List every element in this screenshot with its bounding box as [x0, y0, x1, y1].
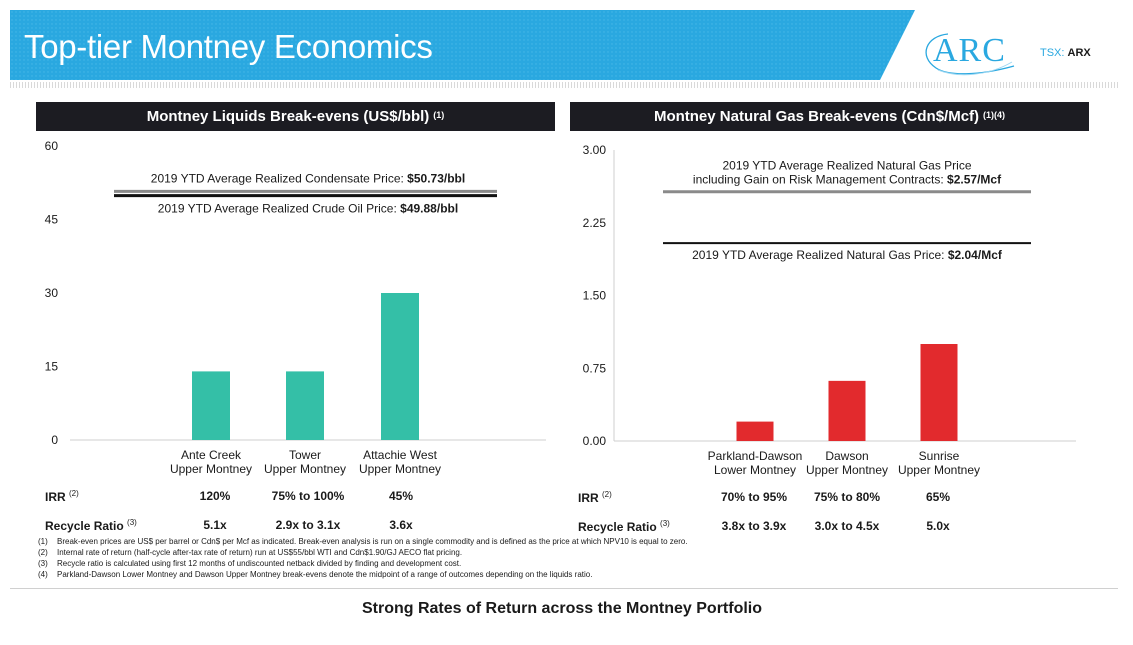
- liquids-irr-label: IRR (2): [45, 489, 79, 504]
- reference-line-label: 2019 YTD Average Realized Crude Oil Pric…: [158, 202, 458, 216]
- gas-recycle-dawson: 3.0x to 4.5x: [814, 519, 880, 533]
- category-label: Ante Creek: [181, 448, 242, 462]
- bar: [286, 371, 324, 440]
- page-title: Top-tier Montney Economics: [24, 28, 433, 65]
- liquids-recycle-tower: 2.9x to 3.1x: [275, 518, 341, 532]
- gas-recycle-parkland-dawson: 3.8x to 3.9x: [721, 519, 787, 533]
- category-label: Parkland-Dawson: [708, 449, 803, 463]
- gas-chart-title: Montney Natural Gas Break-evens (Cdn$/Mc…: [653, 108, 980, 125]
- bar: [920, 344, 958, 441]
- reference-line-label: including Gain on Risk Management Contra…: [693, 173, 1002, 187]
- ticker-symbol: ARX: [1067, 47, 1091, 59]
- gas-irr-parkland-dawson: 70% to 95%: [720, 490, 788, 504]
- bar: [736, 421, 774, 441]
- category-label: Tower: [289, 448, 321, 462]
- footnote-3: (3) Recycle ratio is calculated using fir…: [38, 559, 462, 568]
- category-label: Attachie West: [363, 448, 437, 462]
- title-banner: Top-tier Montney Economics: [10, 10, 915, 80]
- gas-recycle-label: Recycle Ratio (3): [578, 519, 670, 534]
- gas-irr-dawson: 75% to 80%: [813, 490, 881, 504]
- y-tick-label: 0.00: [583, 434, 607, 448]
- gas-chart-header: Montney Natural Gas Break-evens (Cdn$/Mc…: [570, 102, 1089, 131]
- gas-chart-title-sup: (1)(4): [983, 109, 1006, 120]
- category-sublabel: Upper Montney: [806, 463, 888, 477]
- bar: [381, 293, 419, 440]
- liquids-irr-attachie-west: 45%: [388, 489, 414, 503]
- bar: [828, 380, 866, 441]
- liquids-recycle-label: Recycle Ratio (3): [45, 518, 137, 533]
- gas-recycle-sunrise: 5.0x: [926, 519, 950, 533]
- arc-logo: ARC: [918, 26, 1022, 80]
- gas-irr-label: IRR (2): [578, 490, 612, 505]
- y-tick-label: 1.50: [583, 289, 607, 303]
- footer-divider: [10, 588, 1118, 589]
- y-tick-label: 15: [45, 360, 59, 374]
- category-sublabel: Upper Montney: [898, 463, 980, 477]
- liquids-chart-header: Montney Liquids Break-evens (US$/bbl) (1…: [36, 102, 555, 131]
- category-sublabel: Upper Montney: [170, 462, 252, 476]
- gas-irr-sunrise: 65%: [925, 490, 951, 504]
- y-tick-label: 0.75: [583, 361, 607, 375]
- ticker-prefix: TSX:: [1040, 47, 1065, 59]
- y-tick-label: 3.00: [583, 143, 607, 157]
- y-tick-label: 30: [45, 286, 59, 300]
- logo-wordmark: ARC: [933, 32, 1006, 69]
- bar: [192, 371, 230, 440]
- liquids-irr-tower: 75% to 100%: [271, 489, 345, 503]
- category-sublabel: Lower Montney: [714, 463, 796, 477]
- liquids-recycle-ante-creek: 5.1x: [203, 518, 227, 532]
- reference-line-label: 2019 YTD Average Realized Natural Gas Pr…: [692, 248, 1003, 262]
- liquids-irr-ante-creek: 120%: [199, 489, 231, 503]
- footnote-2: (2) Internal rate of return (half-cycle a…: [38, 548, 463, 557]
- logo-swoosh-icon: [925, 33, 1015, 76]
- reference-line-label: 2019 YTD Average Realized Condensate Pri…: [151, 171, 465, 185]
- liquids-chart-title-sup: (1): [433, 109, 445, 120]
- gas-breakeven-chart: 0.00 0.75 1.50 2.25 3.00 Parkland-DawsonLower…: [583, 143, 1076, 477]
- tagline: Strong Rates of Return across the Montne…: [361, 600, 763, 617]
- y-tick-label: 0: [51, 433, 58, 447]
- footnote-4: (4) Parkland-Dawson Lower Montney and Daw…: [38, 570, 593, 579]
- category-sublabel: Upper Montney: [264, 462, 346, 476]
- category-sublabel: Upper Montney: [359, 462, 441, 476]
- liquids-chart-title: Montney Liquids Break-evens (US$/bbl): [146, 108, 430, 125]
- category-label: Dawson: [825, 449, 868, 463]
- banner-divider: [10, 82, 1118, 88]
- ticker-label: TSX: ARX: [1040, 47, 1091, 59]
- footnote-1: (1) Break-even prices are US$ per barrel …: [38, 537, 688, 546]
- y-tick-label: 45: [45, 213, 59, 227]
- liquids-recycle-attachie-west: 3.6x: [389, 518, 413, 532]
- reference-line-label: 2019 YTD Average Realized Natural Gas Pr…: [722, 159, 971, 173]
- y-tick-label: 60: [45, 139, 59, 153]
- banner-shape: [10, 10, 915, 80]
- footnotes: (1) Break-even prices are US$ per barrel …: [38, 536, 688, 580]
- category-label: Sunrise: [919, 449, 960, 463]
- y-tick-label: 2.25: [583, 216, 607, 230]
